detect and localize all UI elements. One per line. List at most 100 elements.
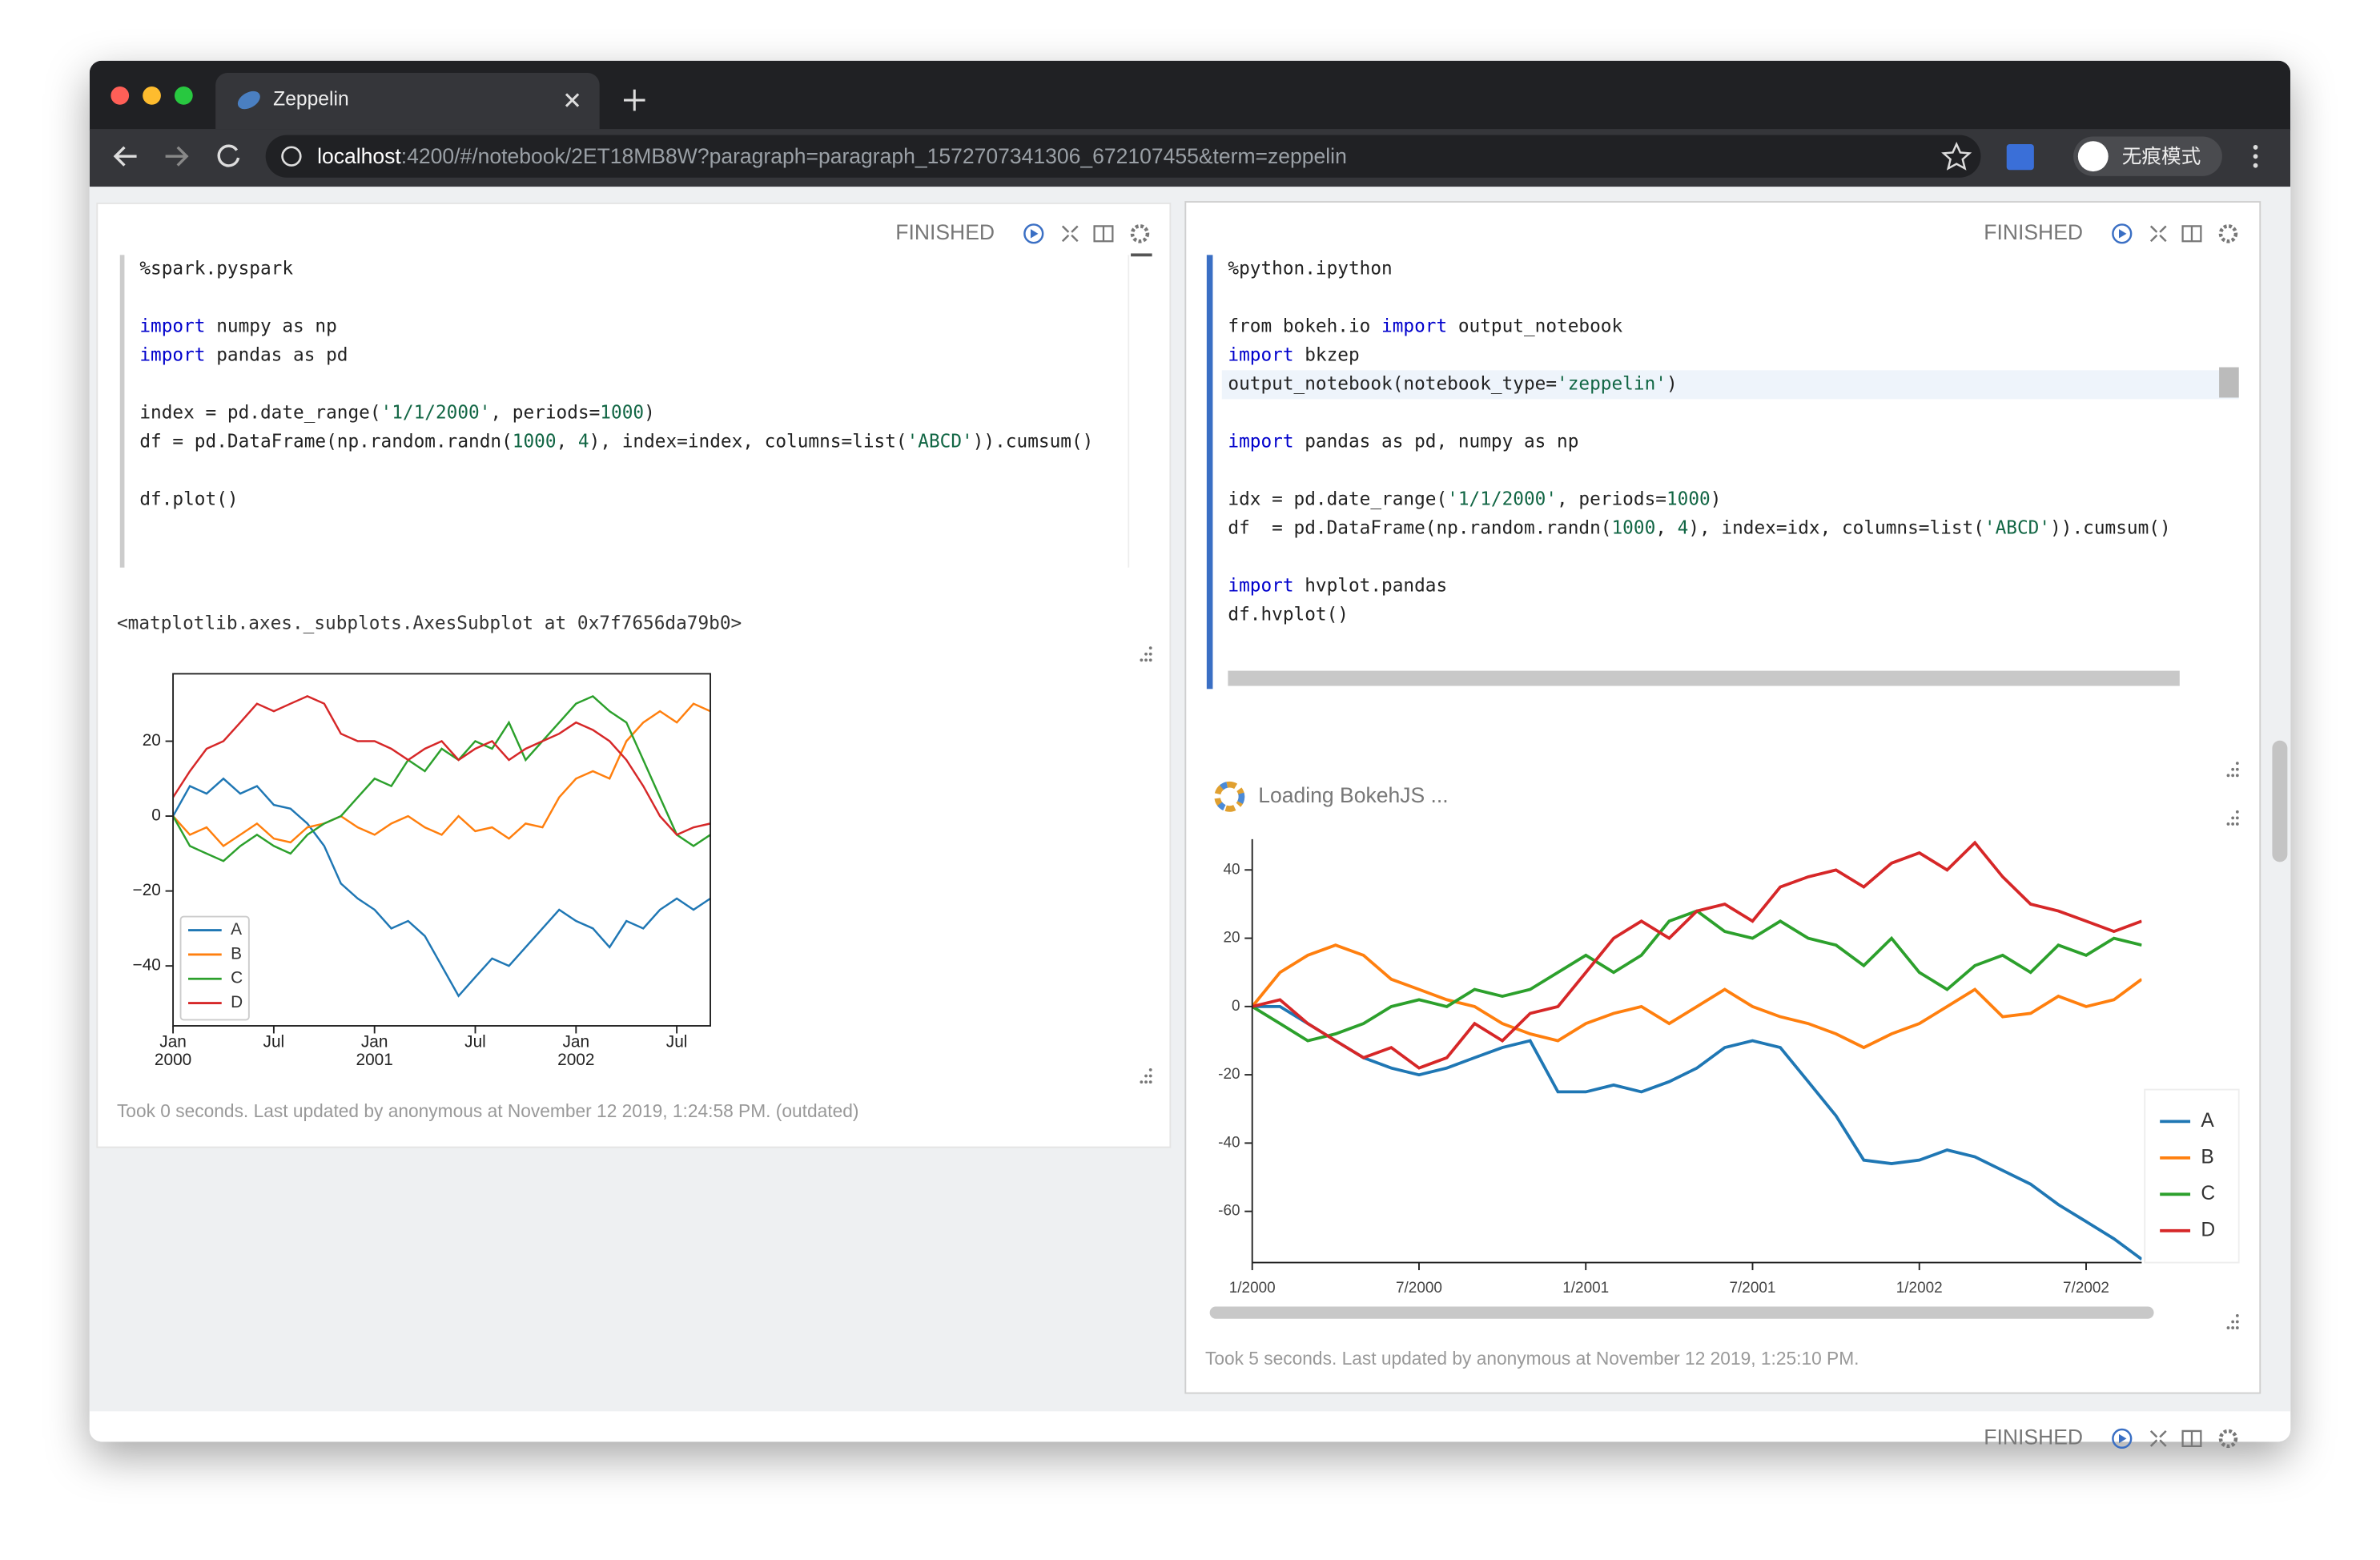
code-token: index = pd.date_range( bbox=[139, 402, 380, 423]
run-button[interactable] bbox=[1023, 223, 1044, 244]
run-button[interactable] bbox=[2112, 223, 2133, 244]
settings-button[interactable] bbox=[2218, 224, 2238, 243]
legend-label: A bbox=[2201, 1110, 2214, 1132]
code-token: df = pd.DataFrame(np.random.randn( bbox=[139, 431, 512, 452]
output-text: <matplotlib.axes._subplots.AxesSubplot a… bbox=[117, 613, 742, 633]
y-tick-label: 40 bbox=[1223, 861, 1240, 878]
code-line: df = pd.DataFrame(np.random.randn(1000, … bbox=[139, 431, 1093, 452]
settings-button[interactable] bbox=[2218, 1429, 2238, 1449]
code-line: %python.ipython bbox=[1228, 258, 1392, 279]
new-tab[interactable] bbox=[624, 89, 645, 111]
x-tick-year: 2001 bbox=[356, 1051, 393, 1069]
code-token: %spark.pyspark bbox=[139, 258, 293, 279]
code-token: ) bbox=[1666, 373, 1678, 394]
code-token: import bbox=[1381, 316, 1447, 336]
editor-toggle[interactable] bbox=[2181, 225, 2202, 243]
legend-label: A bbox=[231, 920, 242, 939]
code-token: )).cumsum() bbox=[2050, 517, 2171, 538]
paragraph-card-selected bbox=[1184, 201, 2261, 1394]
run-icon bbox=[2118, 229, 2127, 239]
editor-toggle[interactable] bbox=[1093, 225, 1114, 243]
code-token: import bbox=[1228, 575, 1293, 596]
editor-hscrollbar bbox=[1228, 670, 2180, 686]
y-tick-label: 20 bbox=[143, 731, 161, 750]
expand-button[interactable] bbox=[1061, 225, 1079, 243]
tab-icon bbox=[237, 90, 260, 110]
legend-label: D bbox=[231, 993, 243, 1011]
zoom-button[interactable] bbox=[174, 86, 193, 105]
legend-label: C bbox=[2201, 1183, 2215, 1204]
x-tick-label: Jan bbox=[361, 1032, 388, 1051]
y-tick-label: −20 bbox=[133, 881, 161, 899]
series-line bbox=[1252, 1005, 2142, 1260]
code-line: import hvplot.pandas bbox=[1228, 575, 1447, 596]
code-token: %python.ipython bbox=[1228, 258, 1392, 279]
next-paragraph-card bbox=[89, 1411, 2291, 1442]
code-token: hvplot.pandas bbox=[1294, 575, 1448, 596]
x-tick-label: Jul bbox=[464, 1032, 486, 1051]
url-host: localhost bbox=[317, 144, 401, 168]
tab[interactable] bbox=[215, 72, 600, 130]
expand-button[interactable] bbox=[2149, 1430, 2167, 1447]
code-line: import numpy as np bbox=[139, 316, 336, 336]
settings-button[interactable] bbox=[1130, 224, 1150, 243]
editor-gutter-active bbox=[1206, 255, 1213, 690]
active-line bbox=[1221, 370, 2239, 400]
expand-button[interactable] bbox=[2149, 225, 2167, 243]
paragraph-footer: Took 5 seconds. Last updated by anonymou… bbox=[1205, 1348, 1859, 1369]
code-token: import bbox=[139, 316, 205, 336]
resize-handles bbox=[1140, 646, 2239, 1329]
code-token: '1/1/2000' bbox=[1447, 489, 1557, 509]
code-token: ) bbox=[644, 402, 655, 423]
code-line: output_notebook(notebook_type='zeppelin'… bbox=[1228, 373, 1677, 394]
minimize-button[interactable] bbox=[143, 86, 161, 105]
x-tick-label: 1/2001 bbox=[1562, 1280, 1609, 1297]
address-bar[interactable] bbox=[265, 135, 1981, 178]
code-line: df.plot() bbox=[139, 489, 238, 509]
url[interactable]: localhost:4200/#/notebook/2ET18MB8W?para… bbox=[317, 144, 1347, 168]
code-token: import bbox=[139, 344, 205, 365]
output-hscrollbar bbox=[1209, 1306, 2154, 1319]
run-icon bbox=[2118, 1433, 2127, 1444]
y-tick-label: 0 bbox=[151, 806, 161, 825]
bokeh-logo bbox=[1214, 781, 1245, 812]
code-token: ), index=index, columns=list( bbox=[589, 431, 907, 452]
paragraph-status: FINISHED bbox=[895, 220, 995, 244]
series-line bbox=[173, 695, 711, 836]
legend-label: C bbox=[231, 969, 243, 987]
x-tick-label: 7/2000 bbox=[1396, 1280, 1442, 1297]
incognito-chip[interactable] bbox=[2073, 136, 2222, 176]
code-token: import bbox=[1228, 431, 1293, 452]
run-button[interactable] bbox=[2112, 1428, 2133, 1449]
site-info[interactable] bbox=[281, 146, 302, 167]
legend-label: B bbox=[2201, 1146, 2213, 1168]
code-token: import bbox=[1228, 344, 1293, 365]
code-token: df.plot() bbox=[139, 489, 238, 509]
code-token: , bbox=[1655, 517, 1677, 538]
incognito-label: 无痕模式 bbox=[2122, 146, 2201, 168]
y-tick-label: 0 bbox=[1232, 998, 1240, 1015]
close-button[interactable] bbox=[111, 86, 130, 105]
code-token: from bokeh.io bbox=[1228, 316, 1381, 336]
code-token: 1000 bbox=[1666, 489, 1711, 509]
back-button[interactable] bbox=[113, 146, 137, 167]
code-token: df = pd.DataFrame(np.random.randn( bbox=[1228, 517, 1611, 538]
code-token: 'zeppelin' bbox=[1557, 373, 1666, 394]
code-token: numpy as np bbox=[206, 316, 337, 336]
code-token: 4 bbox=[578, 431, 589, 452]
reload-button[interactable] bbox=[217, 144, 240, 167]
forward-button[interactable] bbox=[165, 146, 189, 167]
bookmark-star[interactable] bbox=[1941, 142, 1972, 171]
editor-cursor bbox=[1131, 253, 1152, 257]
x-tick-label: 1/2002 bbox=[1896, 1280, 1943, 1297]
extension-icon[interactable] bbox=[2006, 144, 2034, 171]
incognito-icon bbox=[2077, 141, 2109, 172]
code-token: 'ABCD' bbox=[1984, 517, 2050, 538]
run-icon bbox=[1030, 229, 1039, 239]
editor-toggle[interactable] bbox=[2181, 1429, 2202, 1448]
tab-close[interactable] bbox=[565, 93, 580, 107]
code-line: idx = pd.date_range('1/1/2000', periods=… bbox=[1228, 489, 1721, 509]
code-token: '1/1/2000' bbox=[381, 402, 491, 423]
